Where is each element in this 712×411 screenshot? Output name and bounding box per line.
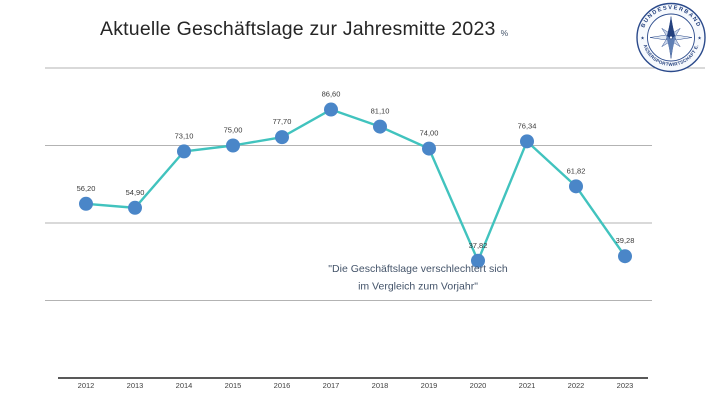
trend-line <box>84 108 627 262</box>
compass-center-dot <box>669 35 673 40</box>
x-tick-label-2016: 2016 <box>274 381 291 390</box>
data-point-label-2020: 37,82 <box>469 241 488 250</box>
data-point-marker-2013 <box>128 200 142 215</box>
data-point-label-2023: 39,28 <box>616 236 635 245</box>
x-tick-label-2020: 2020 <box>470 381 487 390</box>
x-tick-label-2013: 2013 <box>127 381 144 390</box>
chart-title: Aktuelle Geschäftslage zur Jahresmitte 2… <box>100 18 508 41</box>
data-point-marker-2015 <box>226 138 240 153</box>
data-point-marker-2019 <box>422 141 436 156</box>
compass-needle-upper <box>666 18 676 40</box>
data-point-label-2018: 81,10 <box>371 107 390 116</box>
logo-separator-star-right: ★ <box>697 36 701 41</box>
x-tick-label-2018: 2018 <box>372 381 389 390</box>
data-point-marker-2021 <box>520 134 534 149</box>
data-point-label-2012: 56,20 <box>77 184 96 193</box>
data-point-label-2013: 54,90 <box>126 188 145 197</box>
data-point-label-2014: 73,10 <box>175 131 194 140</box>
data-point-label-2019: 74,00 <box>420 129 439 138</box>
data-point-marker-2017 <box>324 102 338 117</box>
data-point-marker-2014 <box>177 144 191 159</box>
data-point-marker-2023 <box>618 249 632 264</box>
x-tick-label-2012: 2012 <box>78 381 95 390</box>
data-point-label-2016: 77,70 <box>273 117 292 126</box>
compass-needle-lower <box>666 35 676 57</box>
x-tick-label-2017: 2017 <box>323 381 340 390</box>
data-point-marker-2018 <box>373 119 387 134</box>
x-tick-label-2014: 2014 <box>176 381 193 390</box>
annotation-line-2: im Vergleich zum Vorjahr" <box>358 281 478 293</box>
x-tick-label-2023: 2023 <box>617 381 634 390</box>
bundesverband-wassersportwirtschaft-logo: BUNDESVERBAND WASSERSPORTWIRTSCHAFT E.V.… <box>634 1 706 73</box>
x-tick-label-2019: 2019 <box>421 381 438 390</box>
data-point-label-2021: 76,34 <box>518 121 537 130</box>
x-tick-label-2021: 2021 <box>519 381 536 390</box>
data-point-marker-2020 <box>471 253 485 268</box>
chart-title-unit: % <box>500 28 509 38</box>
logo-separator-star-left: ★ <box>640 36 644 41</box>
x-tick-label-2015: 2015 <box>225 381 242 390</box>
data-point-marker-2012 <box>79 196 93 211</box>
data-point-marker-2022 <box>569 179 583 194</box>
data-point-marker-2016 <box>275 130 289 145</box>
x-tick-label-2022: 2022 <box>568 381 585 390</box>
chart-title-text: Aktuelle Geschäftslage zur Jahresmitte 2… <box>100 18 496 40</box>
data-point-label-2022: 61,82 <box>567 166 586 175</box>
data-point-label-2017: 86,60 <box>322 90 341 99</box>
data-point-label-2015: 75,00 <box>224 126 243 135</box>
annotation-line-1: "Die Geschäftslage verschlechtert sich <box>328 263 508 275</box>
